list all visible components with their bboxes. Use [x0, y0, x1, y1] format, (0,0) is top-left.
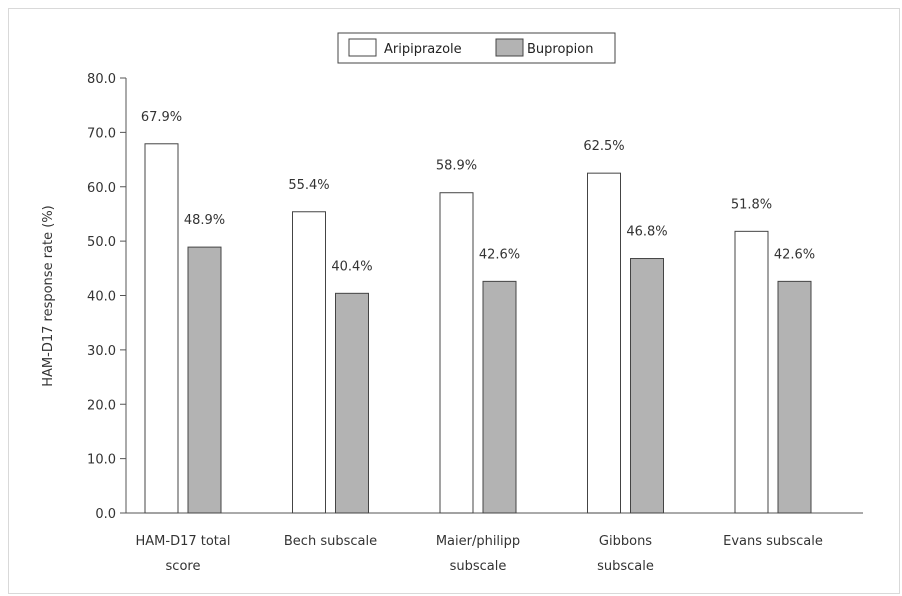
- aripiprazole-bar: [587, 172, 621, 514]
- bupropion-bar: [630, 258, 664, 514]
- aripiprazole-legend-label: Aripiprazole: [384, 42, 462, 57]
- x-tick-label: subscale: [597, 559, 654, 574]
- bupropion-bar: [335, 292, 369, 514]
- bar-value-label: 67.9%: [141, 110, 182, 125]
- x-tick-label: subscale: [450, 559, 507, 574]
- aripiprazole-bar: [292, 211, 326, 514]
- x-tick-label: Gibbons: [599, 534, 652, 549]
- bupropion-bar: [482, 280, 517, 514]
- bupropion-bar: [777, 280, 812, 514]
- y-tick-label: 0.0: [95, 507, 116, 522]
- x-tick-label: Evans subscale: [723, 534, 823, 549]
- aripiprazole-legend-swatch: [348, 38, 377, 57]
- y-tick-label: 70.0: [87, 126, 116, 141]
- bar-value-label: 46.8%: [626, 225, 667, 240]
- bar-value-label: 48.9%: [184, 213, 225, 228]
- bar-value-label: 42.6%: [774, 247, 815, 262]
- bars: 67.9% 48.9% 55.4% 40.4% 58.9% 42.6% 62.5% 46.8%…: [141, 110, 815, 514]
- bar-value-label: 55.4%: [288, 178, 329, 193]
- y-tick-label: 40.0: [87, 290, 116, 305]
- y-tick-label: 60.0: [87, 181, 116, 196]
- aripiprazole-bar: [439, 192, 474, 514]
- legend: Aripiprazole Bupropion: [337, 32, 616, 64]
- bupropion-legend-swatch: [495, 38, 524, 57]
- x-tick-label: score: [166, 559, 201, 574]
- y-tick-label: 30.0: [87, 344, 116, 359]
- x-tick-label: Bech subscale: [284, 534, 377, 549]
- bar-value-label: 42.6%: [479, 247, 520, 262]
- bar-value-label: 58.9%: [436, 159, 477, 174]
- bupropion-bar: [187, 246, 222, 514]
- aripiprazole-bar: [144, 143, 179, 514]
- x-tick-label: Maier/philipp: [436, 534, 520, 549]
- bar-value-label: 62.5%: [583, 139, 624, 154]
- y-tick-label: 10.0: [87, 453, 116, 468]
- y-axis-title: HAM-D17 response rate (%): [41, 205, 56, 386]
- y-tick-label: 20.0: [87, 398, 116, 413]
- legend-box: [337, 32, 616, 64]
- bupropion-legend-label: Bupropion: [527, 42, 593, 57]
- x-tick-label: HAM-D17 total: [136, 534, 231, 549]
- y-tick-label: 50.0: [87, 235, 116, 250]
- bar-value-label: 40.4%: [331, 259, 372, 274]
- bar-value-label: 51.8%: [731, 197, 772, 212]
- y-tick-label: 80.0: [87, 72, 116, 87]
- aripiprazole-bar: [734, 230, 769, 514]
